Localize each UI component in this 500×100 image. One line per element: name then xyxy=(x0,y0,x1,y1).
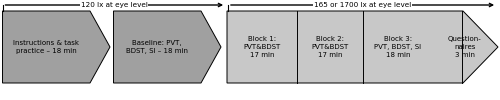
Text: Block 1:
PVT&BDST
17 min: Block 1: PVT&BDST 17 min xyxy=(244,36,281,58)
Text: Baseline: PVT,
BDST, SI – 18 min: Baseline: PVT, BDST, SI – 18 min xyxy=(126,40,188,54)
Polygon shape xyxy=(114,11,221,83)
Text: Block 3:
PVT, BDST, SI
18 min: Block 3: PVT, BDST, SI 18 min xyxy=(374,36,422,58)
Text: Question-
naires
3 min: Question- naires 3 min xyxy=(448,36,482,58)
Text: 120 lx at eye level: 120 lx at eye level xyxy=(81,2,148,8)
Polygon shape xyxy=(227,11,498,83)
Text: Instructions & task
practice – 18 min: Instructions & task practice – 18 min xyxy=(13,40,79,54)
Polygon shape xyxy=(2,11,110,83)
Text: 165 or 1700 lx at eye level: 165 or 1700 lx at eye level xyxy=(314,2,411,8)
Text: Block 2:
PVT&BDST
17 min: Block 2: PVT&BDST 17 min xyxy=(312,36,348,58)
